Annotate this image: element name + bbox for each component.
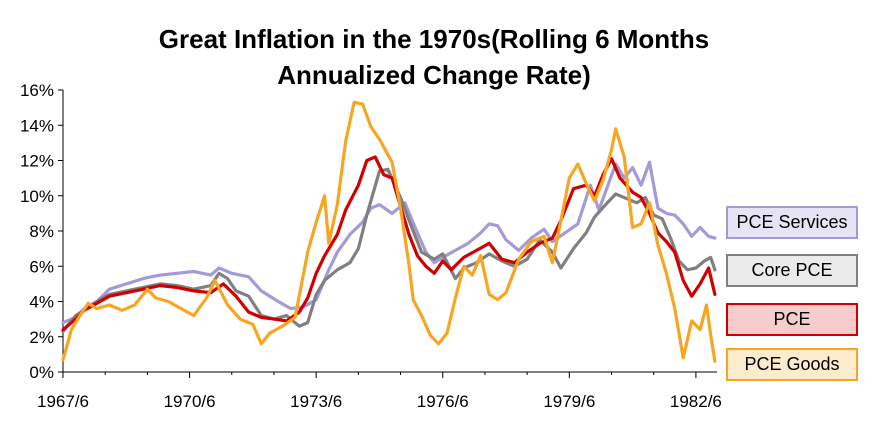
series-line-pce-services <box>61 160 717 325</box>
y-tick-label: 4% <box>29 293 54 312</box>
series-line-core-pce <box>61 167 717 334</box>
chart-title-line-1: Great Inflation in the 1970s(Rolling 6 M… <box>159 24 709 54</box>
y-tick-label: 8% <box>29 222 54 241</box>
y-tick-label: 14% <box>20 116 54 135</box>
legend-item-pce-goods: PCE Goods <box>726 348 858 381</box>
y-tick-label: 2% <box>29 328 54 347</box>
y-tick-label: 6% <box>29 257 54 276</box>
x-tick-label: 1976/6 <box>417 392 469 411</box>
series-line-pce-goods <box>61 100 717 363</box>
y-tick-label: 0% <box>29 363 54 382</box>
x-tick-label: 1979/6 <box>543 392 595 411</box>
series-layer <box>61 100 717 363</box>
y-axis: 0% 2% 4% 6% 8% 10% 12% 14% 16% <box>20 81 64 382</box>
y-tick-label: 10% <box>20 187 54 206</box>
y-tick-label: 12% <box>20 152 54 171</box>
series-line-pce <box>61 155 717 332</box>
legend-item-pce-services: PCE Services <box>726 206 858 239</box>
y-tick-label: 16% <box>20 81 54 100</box>
x-tick-label: 1970/6 <box>164 392 216 411</box>
x-axis: 1967/6 1970/6 1973/6 1976/6 1979/6 1982/6 <box>37 371 722 411</box>
x-tick-label: 1967/6 <box>37 392 89 411</box>
chart-title-line-2: Annualized Change Rate) <box>277 60 590 90</box>
legend-item-core-pce: Core PCE <box>726 254 858 287</box>
legend-item-pce: PCE <box>726 303 858 336</box>
x-tick-label: 1973/6 <box>290 392 342 411</box>
x-tick-label: 1982/6 <box>670 392 722 411</box>
